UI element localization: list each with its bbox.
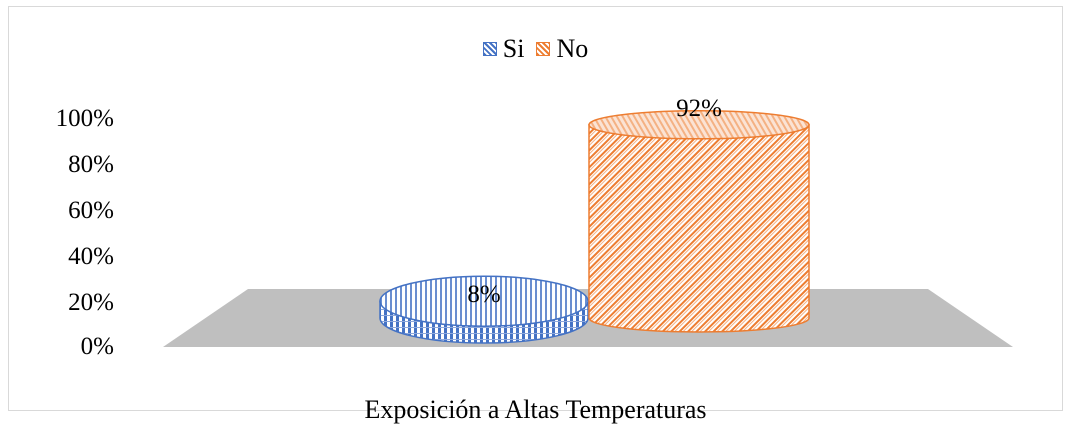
legend: Si No [0, 34, 1071, 64]
legend-item-no: No [536, 34, 588, 64]
bar-no [589, 111, 809, 332]
y-tick-label: 20% [34, 289, 114, 317]
y-tick-label: 60% [34, 197, 114, 225]
y-tick-label: 80% [34, 151, 114, 179]
legend-swatch-si [483, 42, 497, 56]
y-tick-label: 0% [34, 333, 114, 361]
data-label-no: 92% [659, 95, 739, 123]
x-axis-category-label: Exposición a Altas Temperaturas [0, 395, 1071, 425]
bar-no-side [589, 125, 809, 332]
y-tick-label: 40% [34, 243, 114, 271]
legend-label-si: Si [503, 34, 525, 64]
y-tick-label: 100% [34, 105, 114, 133]
data-label-si: 8% [444, 281, 524, 309]
legend-label-no: No [556, 34, 588, 64]
legend-item-si: Si [483, 34, 525, 64]
legend-swatch-no [536, 42, 550, 56]
